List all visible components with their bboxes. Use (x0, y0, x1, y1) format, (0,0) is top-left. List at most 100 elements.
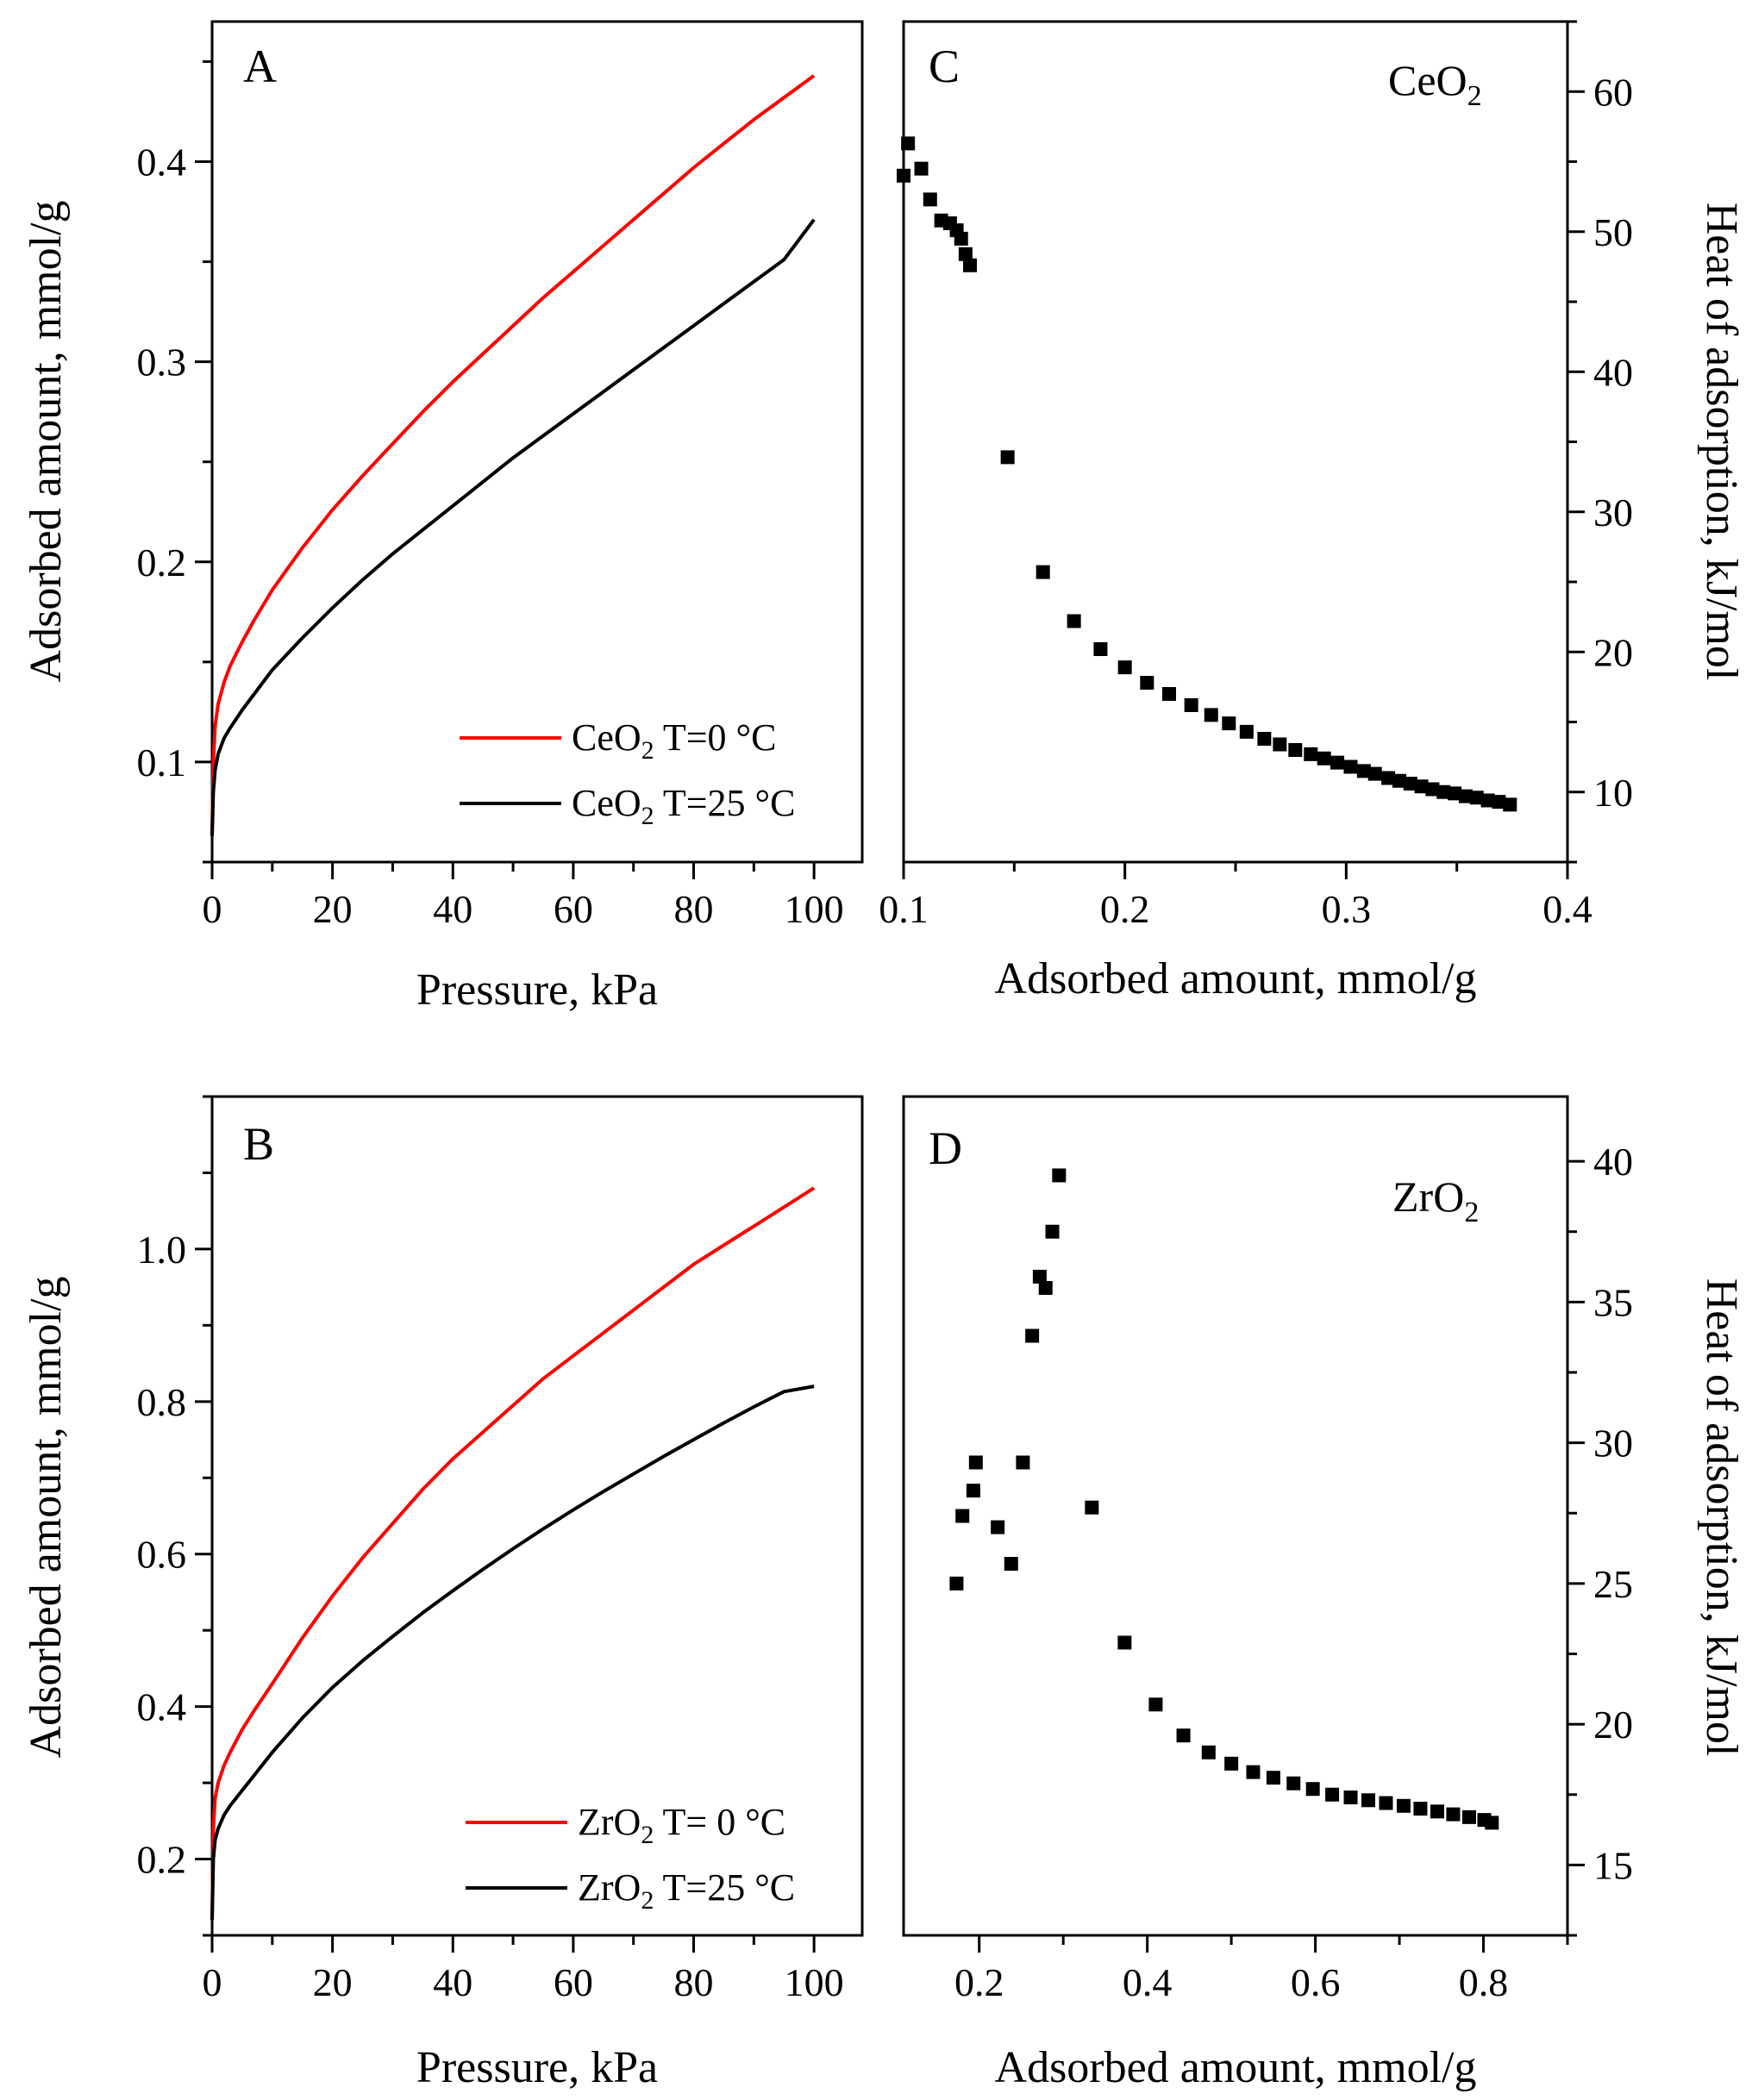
x-tick-label: 0.4 (1542, 887, 1592, 931)
data-point (991, 1520, 1005, 1534)
y-tick-label: 60 (1593, 70, 1633, 114)
y-tick-label: 25 (1593, 1562, 1633, 1606)
y-axis-label: Adsorbed amount, mmol/g (22, 1277, 71, 1759)
x-tick-label: 40 (433, 887, 472, 931)
data-point (1032, 1269, 1047, 1284)
x-axis-label: Pressure, kPa (416, 2043, 658, 2092)
data-point (914, 161, 929, 176)
data-point (1222, 716, 1236, 731)
panel-A: 0 20 40 60 80 100 0.1 0.2 0.3 0.4 Pressure, kPa Ads… (22, 20, 864, 1015)
data-point (1461, 1809, 1476, 1824)
panel-letter: C (929, 41, 960, 92)
data-point (1430, 1804, 1444, 1819)
data-point (1052, 1168, 1067, 1183)
y-tick-label: 0.2 (137, 541, 187, 584)
legend-main: CeO (572, 716, 641, 759)
y-axis-label: Adsorbed amount, mmol/g (22, 201, 71, 683)
data-point (1325, 1787, 1340, 1802)
data-point (1304, 747, 1318, 761)
data-point (1016, 1455, 1030, 1470)
legend-subscript: 2 (641, 1886, 654, 1915)
data-point (1257, 732, 1272, 746)
data-point (1286, 1776, 1301, 1791)
series-line-0 (210, 74, 816, 833)
data-point (1305, 1782, 1320, 1797)
y-tick-label: 30 (1593, 491, 1633, 534)
compound-label: CeO2 (1388, 56, 1482, 112)
y-tick-label: 10 (1593, 771, 1633, 815)
data-point (955, 1509, 970, 1523)
panel-letter: B (243, 1118, 274, 1170)
data-point (1396, 1798, 1411, 1813)
x-tick-label: 0.1 (879, 887, 929, 931)
legend-rest: T= 0 °C (654, 1801, 785, 1843)
data-point (1036, 565, 1050, 579)
data-point (968, 1455, 983, 1470)
y-tick-label: 15 (1593, 1843, 1633, 1887)
plot-frame (902, 20, 1569, 864)
y-tick-label: 50 (1593, 210, 1633, 254)
data-point (1330, 755, 1345, 770)
data-point (949, 1576, 964, 1591)
data-point (1162, 687, 1176, 701)
legend-subscript: 2 (641, 802, 654, 830)
data-point (1413, 1802, 1428, 1816)
data-point (1117, 1635, 1132, 1650)
y-tick-label: 0.4 (137, 141, 187, 184)
panel-letter: D (929, 1122, 962, 1174)
data-point (1224, 1756, 1239, 1771)
x-tick-label: 80 (674, 887, 714, 931)
x-tick-label: 100 (785, 1960, 844, 2004)
legend-subscript: 2 (641, 736, 654, 765)
legend-entry-0: CeO2 T=0 °C (572, 716, 777, 765)
data-point (966, 1484, 980, 1498)
data-point (1025, 1328, 1040, 1343)
x-tick-label: 0.2 (1100, 887, 1150, 931)
data-point (1045, 1224, 1060, 1239)
y-tick-label: 30 (1593, 1422, 1633, 1466)
data-point (1000, 450, 1015, 465)
data-point (1117, 660, 1132, 675)
y-tick-label: 35 (1593, 1280, 1633, 1324)
data-point (1239, 724, 1254, 739)
panel-D: 0.2 0.4 0.6 0.8 15 20 25 30 35 40 Adsorbed amount,… (902, 1095, 1746, 2092)
x-tick-label: 20 (313, 1960, 353, 2004)
data-point (1273, 737, 1287, 752)
data-point (1448, 786, 1462, 801)
data-point (1343, 759, 1358, 774)
data-point (1067, 614, 1081, 628)
data-point (1485, 1816, 1499, 1830)
x-tick-label: 40 (433, 1960, 472, 2004)
y-tick-label: 0.4 (137, 1685, 187, 1729)
data-point (1093, 642, 1108, 656)
y-tick-label: 1.0 (137, 1228, 187, 1272)
data-point (1004, 1557, 1018, 1572)
data-point (1403, 777, 1417, 791)
data-point (897, 168, 910, 183)
data-point (1317, 751, 1331, 766)
legend-subscript: 2 (641, 1821, 654, 1849)
series-line-1 (210, 1384, 815, 1921)
y-tick-label: 0.3 (137, 341, 187, 384)
data-point (954, 231, 968, 246)
y-tick-label: 40 (1593, 350, 1633, 394)
x-tick-label: 0.8 (1459, 1960, 1509, 2004)
y-axis-label: Heat of adsorption, kJ/mol (1697, 1278, 1746, 1757)
legend-main: ZrO (578, 1801, 641, 1843)
x-tick-label: 60 (554, 1960, 593, 2004)
plot-frame (210, 1095, 864, 1937)
data-point (1038, 1281, 1053, 1296)
y-tick-label: 40 (1593, 1140, 1633, 1184)
compound-subscript: 2 (1464, 1197, 1479, 1228)
data-point (1425, 782, 1440, 797)
x-tick-label: 100 (785, 887, 844, 931)
plot-frame (902, 1095, 1569, 1937)
data-point (1246, 1765, 1261, 1779)
data-point (958, 247, 973, 261)
x-tick-label: 0 (203, 887, 222, 931)
data-point (1266, 1771, 1280, 1785)
data-point (1184, 698, 1198, 712)
data-point (1361, 1793, 1375, 1808)
y-tick-label: 0.2 (137, 1838, 187, 1882)
